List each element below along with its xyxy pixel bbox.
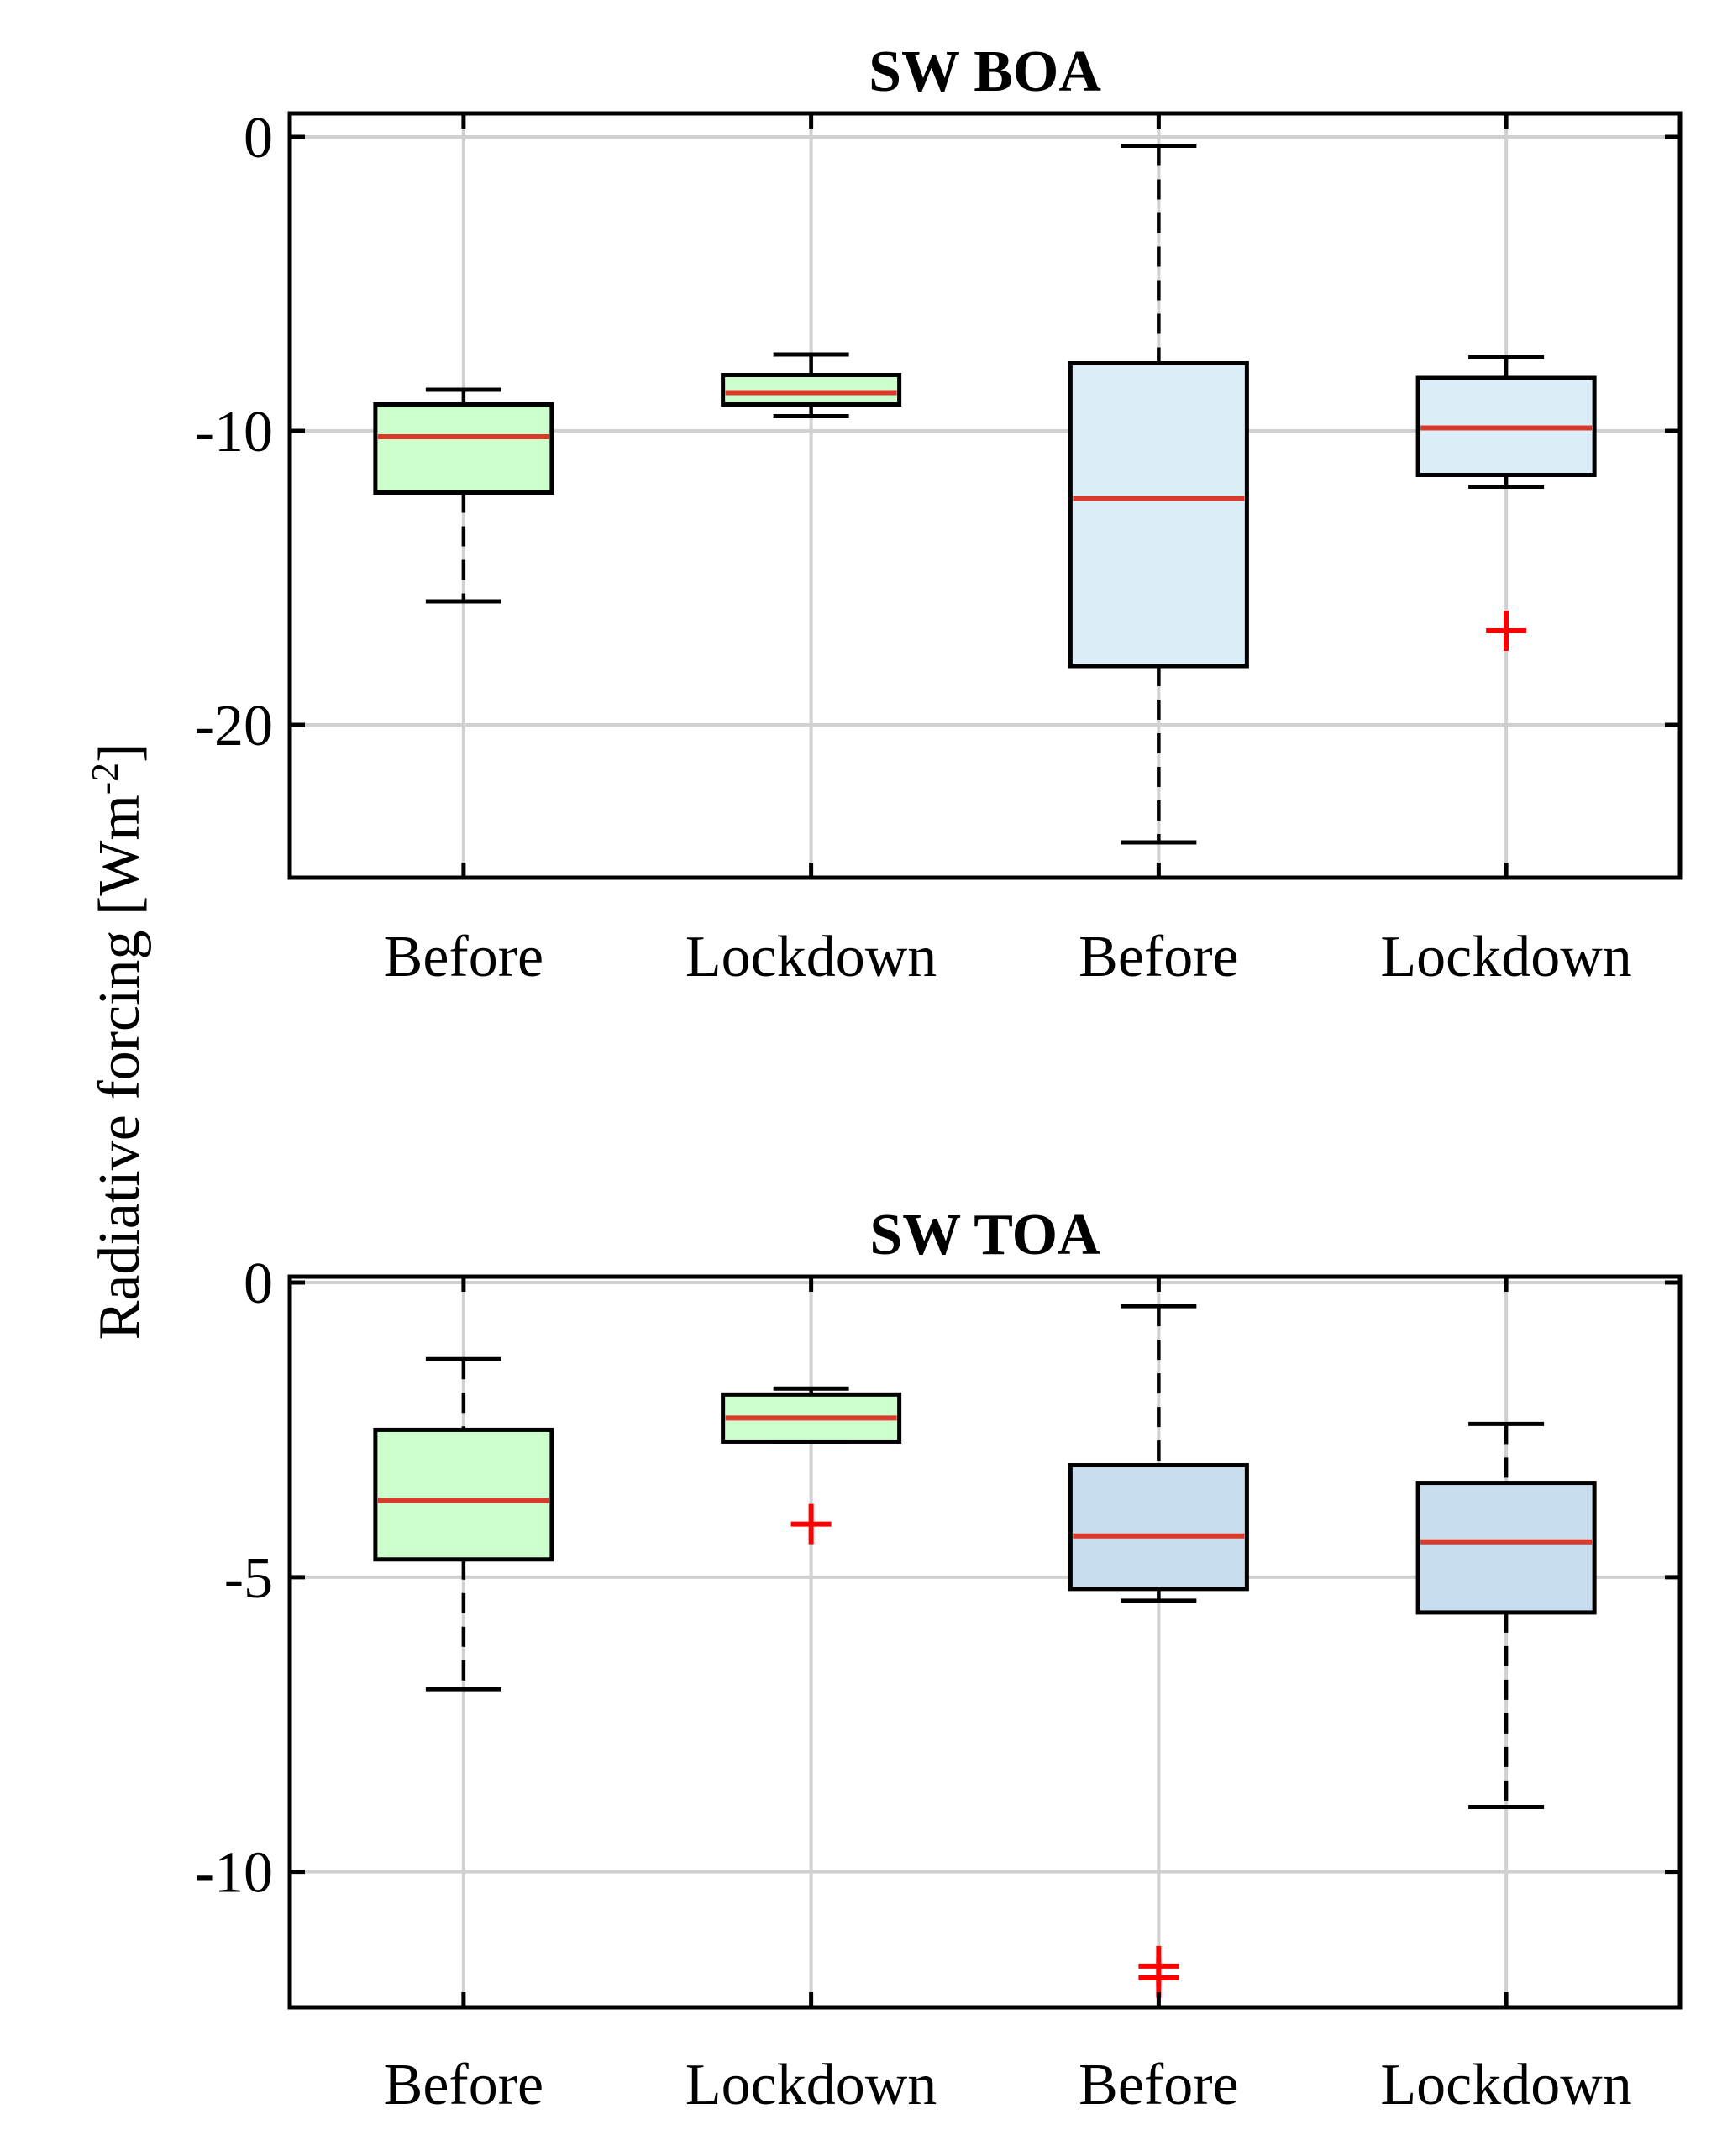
- box-before: [373, 1427, 554, 1562]
- y-axis-label: Radiative forcing [Wm-2]: [83, 743, 153, 1340]
- y-axis-label-superscript: -2: [83, 763, 126, 795]
- axes-frame: [287, 1274, 1683, 2010]
- x-tick-label: Before: [1079, 925, 1238, 989]
- x-tick-label: Lockdown: [685, 2053, 937, 2117]
- box-before: [1068, 361, 1249, 669]
- panel-title: SW TOA: [869, 1203, 1100, 1267]
- box-lockdown: [1415, 1481, 1597, 1615]
- y-tick-label: 0: [244, 1251, 273, 1316]
- y-tick-label: -10: [195, 1841, 273, 1906]
- panel-title: SW BOA: [869, 39, 1101, 104]
- box-lockdown: [721, 373, 902, 407]
- box-before: [373, 402, 554, 495]
- box-before: [1068, 1463, 1249, 1592]
- y-tick-label: -5: [224, 1546, 273, 1611]
- x-tick-label: Lockdown: [1380, 925, 1631, 989]
- x-tick-label: Lockdown: [1380, 2053, 1631, 2117]
- x-tick-label: Before: [1079, 2053, 1238, 2117]
- y-tick-label: -10: [195, 400, 273, 464]
- y-tick-label: 0: [244, 106, 273, 170]
- y-tick-label: -20: [195, 694, 273, 758]
- x-tick-label: Lockdown: [685, 925, 937, 989]
- axes-frame: [287, 111, 1683, 880]
- panel-sw-boa: 0 -10 -20 Before Lockdown Before Lockdown SW BO…: [195, 39, 1683, 989]
- y-axis-label-main: Radiative forcing [Wm: [87, 795, 152, 1340]
- y-axis-label-close: ]: [87, 743, 152, 763]
- x-tick-label: Before: [384, 925, 543, 989]
- x-tick-label: Before: [384, 2053, 543, 2117]
- panel-sw-toa: 0 -5 -10 Before Lockdown Before Lockdown SW TOA: [195, 1203, 1683, 2117]
